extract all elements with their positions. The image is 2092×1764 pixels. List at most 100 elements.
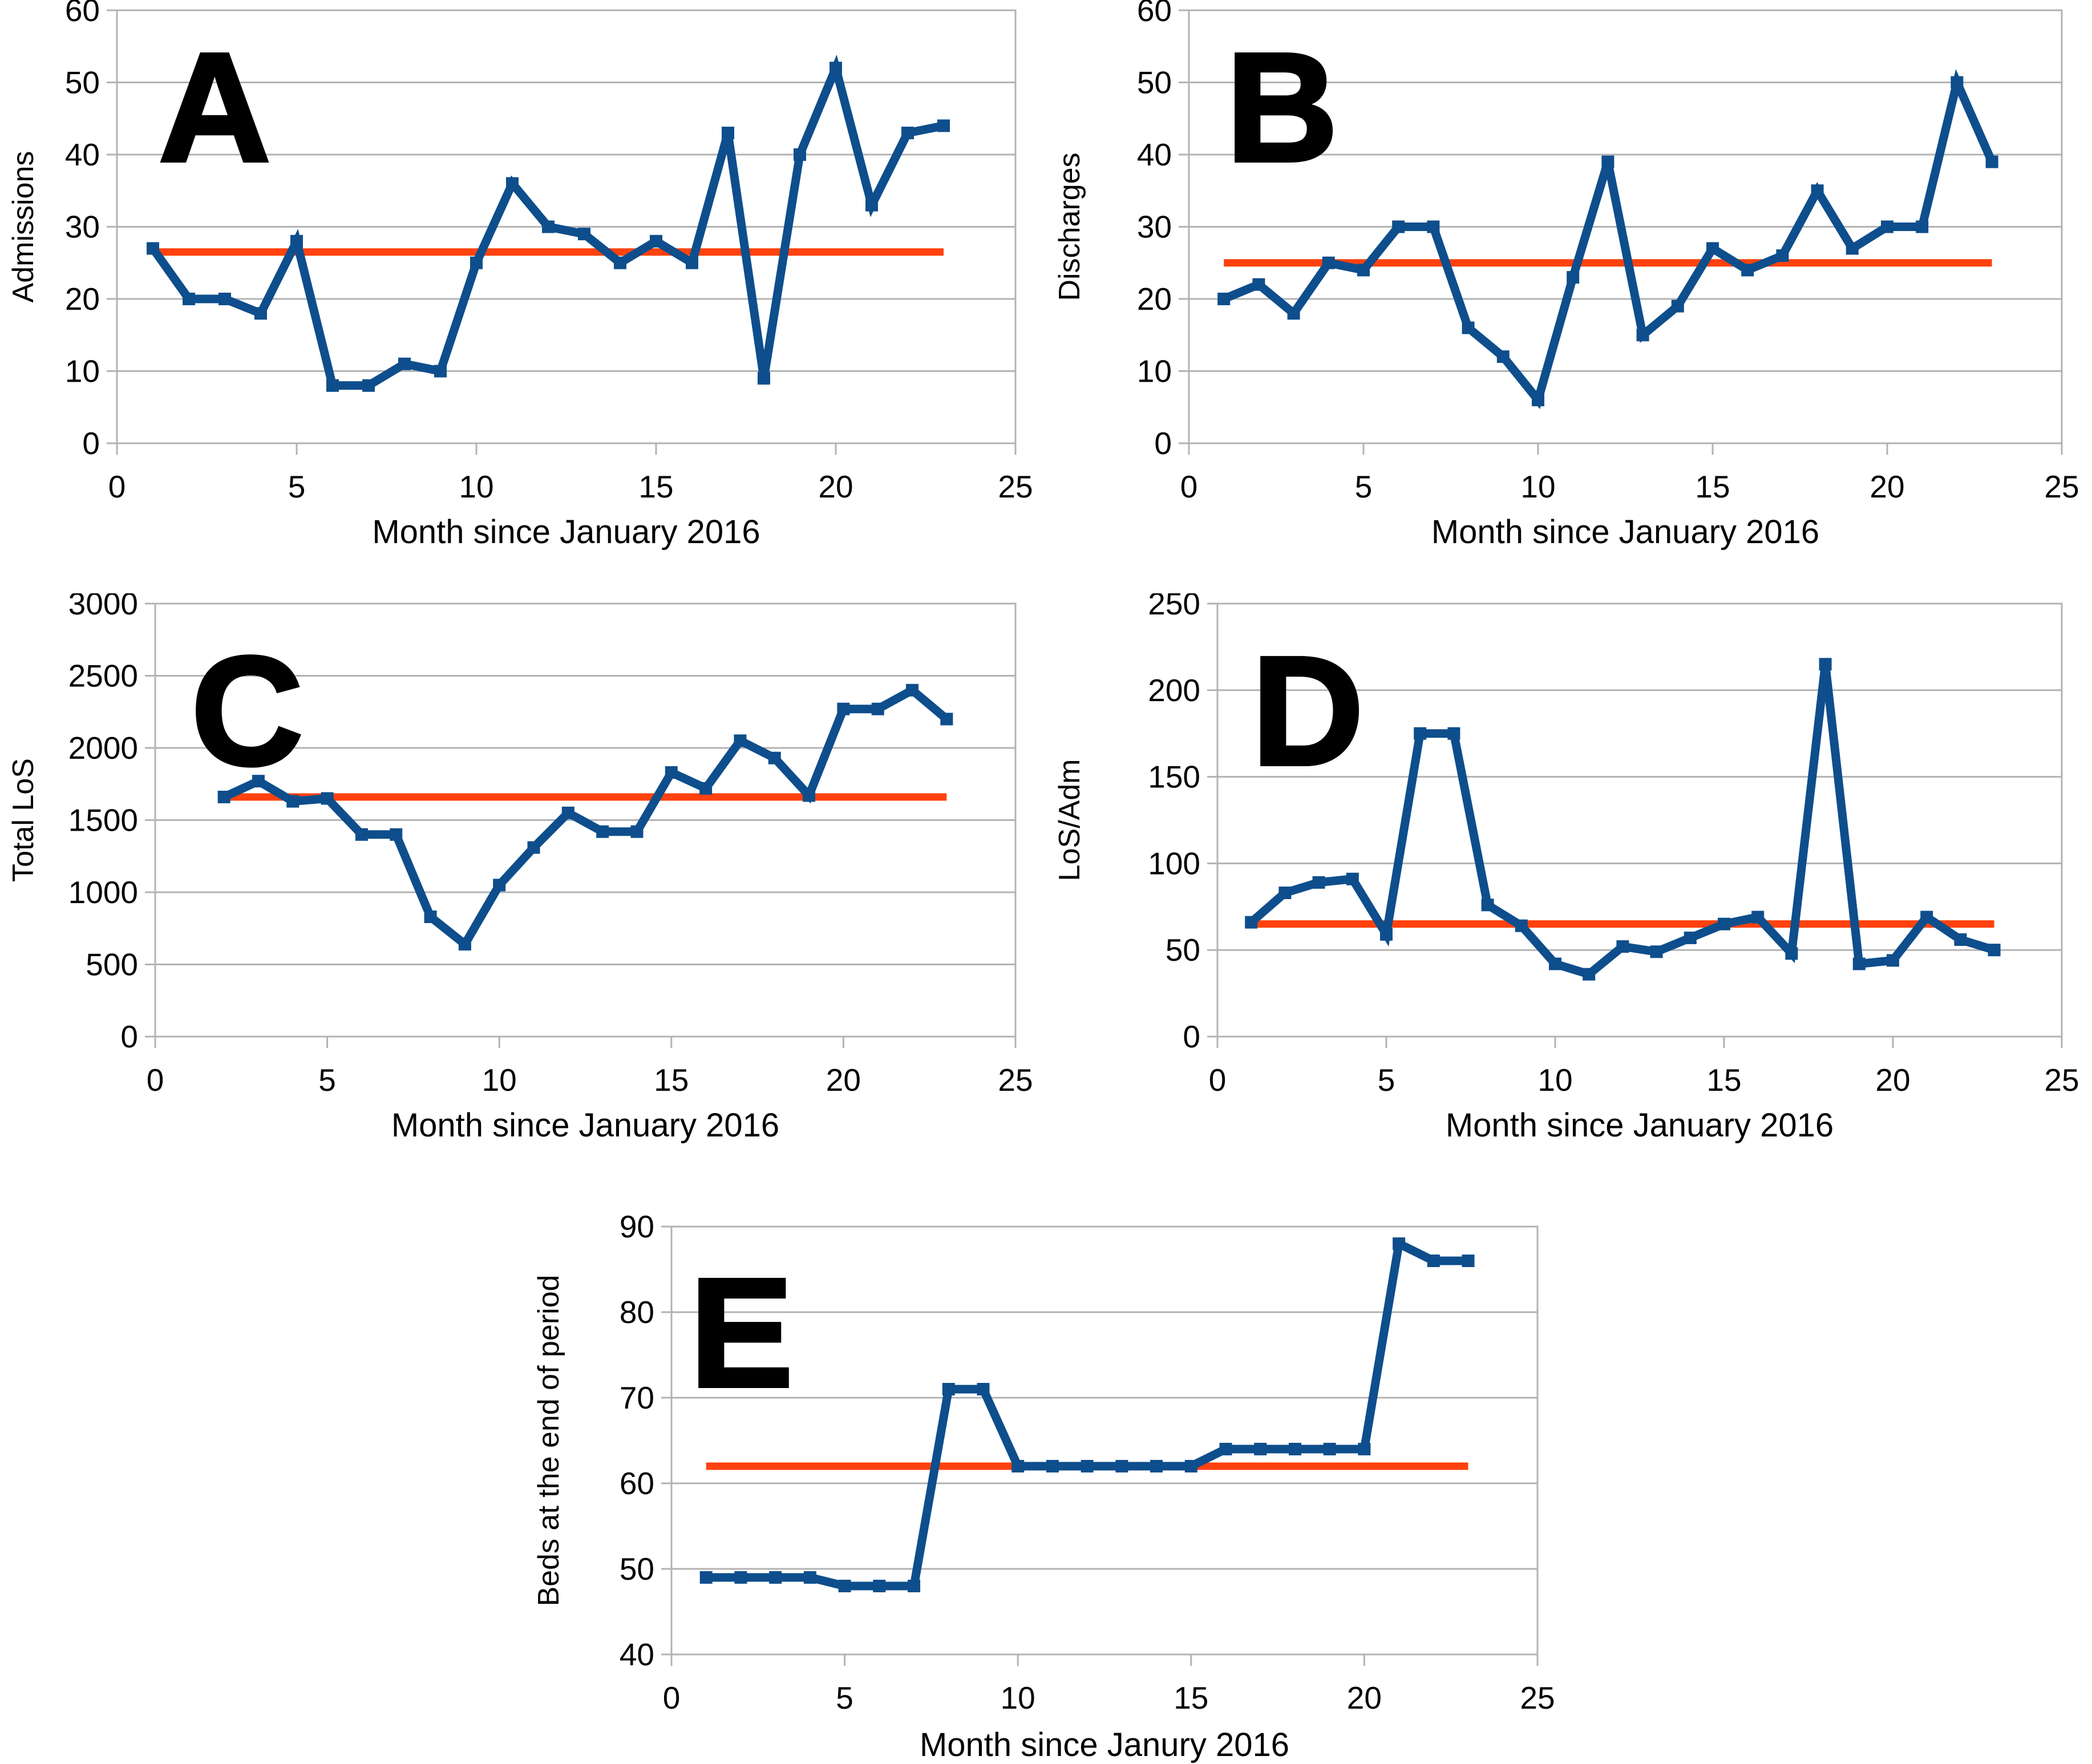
y-tick-label: 50 [1166, 932, 1200, 968]
panel-letter: E [690, 1246, 793, 1419]
data-point-marker [493, 879, 506, 892]
x-axis-title: Month since Janury 2016 [920, 1726, 1289, 1763]
data-point-marker [1081, 1460, 1094, 1472]
data-point-marker [1252, 278, 1265, 291]
data-point-marker [865, 199, 878, 212]
x-tick-label: 10 [1001, 1680, 1035, 1716]
data-point-marker [1278, 887, 1292, 900]
y-tick-label: 0 [82, 426, 100, 461]
data-point-marker [321, 792, 334, 805]
data-point-marker [1988, 944, 2001, 957]
x-tick-label: 5 [1378, 1062, 1395, 1098]
data-series-line [222, 685, 950, 951]
data-point-marker [803, 1571, 816, 1584]
plot-border [1188, 9, 2063, 444]
y-tick-label: 0 [1154, 426, 1172, 461]
plot-border [154, 602, 1017, 1038]
data-point-marker [1288, 1443, 1301, 1455]
data-point-marker [1217, 293, 1231, 305]
data-point-marker [1785, 947, 1798, 960]
data-point-marker [650, 234, 662, 248]
x-tick-label: 25 [1520, 1680, 1555, 1716]
panel-d-line-chart: 0 50 100 150 200 250 0 5 10 15 20 25 LoS/Adm Month si… [1046, 593, 2092, 1181]
data-point-marker [1881, 220, 1893, 233]
x-axis-title: Month since January 2016 [1446, 1107, 1834, 1144]
data-point-marker [758, 372, 770, 385]
data-point-marker [1583, 968, 1596, 981]
chart-b-canvas: 0 10 20 30 40 50 60 0 5 10 15 20 25 Discharges Month s… [1053, 0, 2079, 551]
data-point-marker [734, 1571, 747, 1584]
x-axis-title: Month since January 2016 [372, 513, 760, 551]
panel-a-line-chart: 0 10 20 30 40 50 60 0 5 10 15 20 25 Admissions Month s… [0, 0, 1046, 588]
data-point-marker [614, 256, 626, 269]
data-point-marker [829, 62, 842, 75]
x-tick-label: 20 [818, 469, 853, 504]
data-point-marker [1920, 911, 1933, 924]
x-tick-label: 5 [318, 1062, 336, 1098]
x-tick-label: 5 [836, 1680, 853, 1716]
x-tick-label: 0 [147, 1062, 164, 1098]
panel-letter: D [1252, 624, 1363, 798]
data-point-marker [1184, 1460, 1197, 1472]
data-point-marker [362, 379, 375, 392]
panel-e-line-chart: 40 50 60 70 80 90 0 5 10 15 20 25 Beds at the end of… [523, 1192, 1569, 1764]
data-point-marker [1150, 1460, 1163, 1472]
data-point-marker [1852, 957, 1866, 970]
y-axis-title: Total LoS [7, 758, 40, 882]
data-point-marker [1357, 264, 1370, 277]
data-point-marker [686, 256, 698, 269]
data-point-marker [1046, 1460, 1059, 1472]
data-point-marker [1887, 954, 1899, 967]
data-point-marker [1718, 917, 1730, 930]
chart-d-canvas: 0 50 100 150 200 250 0 5 10 15 20 25 LoS/Adm Month si… [1053, 593, 2079, 1144]
data-point-marker [1846, 242, 1859, 255]
data-point-marker [252, 775, 265, 788]
data-point-marker [1392, 220, 1405, 233]
data-point-marker [424, 911, 437, 924]
data-point-marker [937, 119, 950, 132]
y-tick-label: 500 [86, 947, 138, 982]
y-tick-label: 40 [65, 137, 100, 172]
data-point-marker [1414, 727, 1427, 740]
y-tick-label: 2500 [68, 658, 138, 694]
data-point-marker [1427, 1255, 1440, 1267]
data-point-marker [699, 1571, 713, 1584]
data-point-marker [1393, 1237, 1406, 1250]
data-point-marker [1819, 658, 1832, 671]
data-series-line [1222, 69, 1996, 410]
y-axis-title: LoS/Adm [1053, 759, 1086, 881]
data-point-marker [1481, 899, 1494, 912]
chart-a-canvas: 0 10 20 30 40 50 60 0 5 10 15 20 25 Admissions Month s… [7, 0, 1033, 551]
data-point-marker [1496, 350, 1510, 363]
x-tick-label: 15 [1174, 1680, 1208, 1716]
data-point-marker [326, 379, 339, 392]
data-point-marker [769, 1571, 782, 1584]
data-point-marker [908, 1580, 921, 1592]
x-tick-label: 15 [1695, 469, 1730, 504]
data-point-marker [147, 242, 159, 255]
y-tick-label: 1000 [68, 875, 138, 910]
data-point-marker [1671, 300, 1684, 313]
chart-e-canvas: 40 50 60 70 80 90 0 5 10 15 20 25 Beds at the end of… [532, 1209, 1555, 1763]
data-point-marker [1447, 727, 1460, 740]
plot-border [116, 9, 1017, 444]
x-tick-label: 15 [638, 469, 673, 504]
x-tick-label: 20 [826, 1062, 861, 1098]
y-tick-label: 250 [1148, 593, 1200, 621]
data-point-marker [1616, 940, 1629, 953]
y-axis-title: Discharges [1053, 152, 1086, 301]
data-point-marker [699, 782, 713, 795]
y-tick-label: 10 [65, 354, 100, 389]
data-point-marker [390, 828, 403, 841]
data-point-marker [977, 1383, 990, 1395]
y-tick-label: 40 [620, 1637, 654, 1672]
y-tick-label: 70 [620, 1380, 654, 1415]
y-tick-label: 200 [1148, 673, 1200, 708]
data-point-marker [1358, 1443, 1371, 1455]
panel-letter: A [159, 21, 270, 194]
panel-c-line-chart: 0 500 1000 1500 2000 2500 3000 0 5 10 15 20 25 Total … [0, 593, 1046, 1181]
data-series-line [706, 1237, 1468, 1591]
y-tick-label: 50 [65, 65, 100, 100]
y-tick-label: 10 [1137, 354, 1172, 389]
data-point-marker [1636, 329, 1649, 342]
